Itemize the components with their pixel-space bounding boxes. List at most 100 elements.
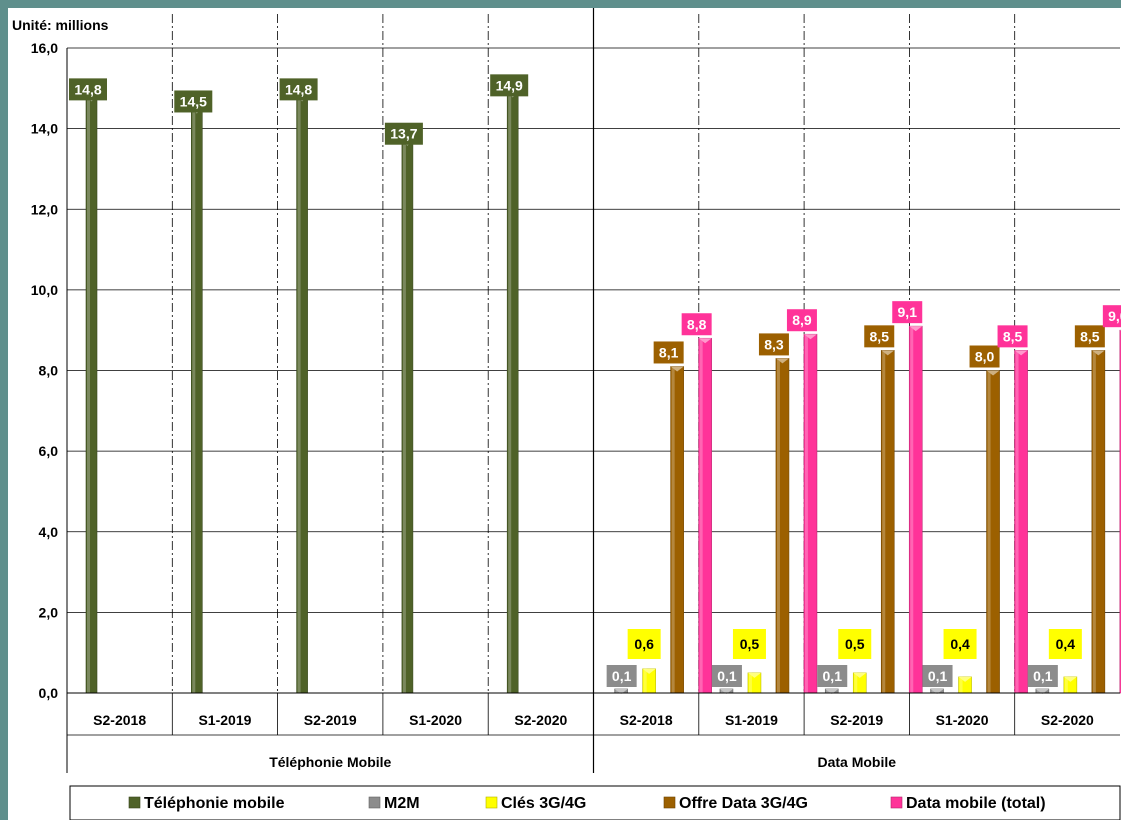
data-label-box bbox=[653, 341, 684, 364]
legend-label: Téléphonie mobile bbox=[144, 795, 285, 812]
group-label: Téléphonie Mobile bbox=[269, 754, 391, 770]
data-label: 14,8 bbox=[74, 81, 101, 97]
bar-highlight bbox=[910, 326, 914, 693]
data-label: 0,5 bbox=[845, 636, 865, 652]
x-tick-label: S1-2019 bbox=[198, 712, 251, 728]
legend-label: Clés 3G/4G bbox=[501, 795, 586, 812]
bar-bevel bbox=[719, 688, 733, 694]
x-tick-label: S1-2020 bbox=[936, 712, 989, 728]
data-label: 0,5 bbox=[740, 636, 760, 652]
bar-bevel bbox=[775, 358, 789, 364]
y-tick-label: 10,0 bbox=[31, 282, 58, 298]
bar-highlight bbox=[402, 140, 406, 693]
data-label: 8,5 bbox=[1080, 328, 1100, 344]
bar bbox=[1119, 329, 1121, 694]
bar-highlight bbox=[804, 334, 808, 693]
y-tick-label: 4,0 bbox=[39, 524, 59, 540]
data-label-box bbox=[1102, 305, 1121, 328]
bar-highlight bbox=[959, 676, 963, 693]
bar-bevel bbox=[1091, 350, 1105, 356]
bars bbox=[85, 92, 1121, 694]
bar-bevel bbox=[958, 676, 972, 682]
data-label: 13,7 bbox=[390, 126, 417, 142]
legend-swatch bbox=[368, 796, 381, 809]
data-label-box bbox=[786, 309, 817, 332]
data-label-box bbox=[384, 122, 423, 145]
bar-highlight bbox=[615, 688, 619, 693]
bar-bevel bbox=[1035, 688, 1049, 694]
x-tick-label: S2-2019 bbox=[830, 712, 883, 728]
x-tick-label: S1-2020 bbox=[409, 712, 462, 728]
data-label-box bbox=[627, 629, 661, 659]
bar-highlight bbox=[776, 358, 780, 693]
bar-bevel bbox=[1063, 676, 1077, 682]
group-label: Data Mobile bbox=[817, 754, 896, 770]
data-label-box bbox=[174, 90, 213, 113]
bar-bevel bbox=[670, 366, 684, 372]
bar-highlight bbox=[87, 96, 90, 693]
data-label: 8,9 bbox=[792, 312, 812, 328]
bar-highlight bbox=[1015, 350, 1019, 693]
bar-bevel bbox=[803, 334, 817, 340]
data-label: 8,3 bbox=[764, 336, 784, 352]
bar-highlight bbox=[508, 92, 512, 693]
y-tick-label: 12,0 bbox=[31, 201, 58, 217]
x-tick-label: S2-2018 bbox=[93, 712, 146, 728]
data-label: 0,1 bbox=[928, 668, 948, 684]
bar-bevel bbox=[986, 370, 1000, 376]
data-label-box bbox=[1027, 665, 1058, 687]
bar-highlight bbox=[643, 668, 647, 693]
bar-bevel bbox=[881, 350, 895, 356]
bar-highlight bbox=[826, 688, 830, 693]
legend-label: Data mobile (total) bbox=[906, 795, 1046, 812]
legend-label: Offre Data 3G/4G bbox=[679, 795, 808, 812]
legend-swatch bbox=[890, 796, 903, 809]
bar-highlight bbox=[748, 672, 752, 693]
legend: Téléphonie mobile M2M Clés 3G/4G Offre Data… bbox=[69, 785, 1121, 820]
x-tick-label: S2-2020 bbox=[514, 712, 567, 728]
bar-bevel bbox=[853, 672, 867, 678]
data-label: 0,4 bbox=[950, 636, 970, 652]
data-label-box bbox=[490, 74, 529, 97]
y-tick-label: 14,0 bbox=[31, 121, 58, 137]
data-label-box bbox=[279, 78, 318, 101]
data-label: 0,1 bbox=[612, 668, 632, 684]
bar-highlight bbox=[671, 366, 675, 693]
data-label: 14,9 bbox=[496, 77, 523, 93]
bar-highlight bbox=[1092, 350, 1096, 693]
y-tick-label: 16,0 bbox=[31, 40, 58, 56]
data-label: 8,5 bbox=[870, 328, 890, 344]
x-tick-label: S2-2019 bbox=[304, 712, 357, 728]
y-tick-label: 8,0 bbox=[39, 363, 59, 379]
data-label: 8,8 bbox=[687, 316, 707, 332]
data-label-box bbox=[864, 325, 895, 348]
data-label-box bbox=[969, 345, 1000, 368]
bar-bevel bbox=[614, 688, 628, 694]
data-label: 9,0 bbox=[1108, 308, 1121, 324]
x-tick-label: S1-2019 bbox=[725, 712, 778, 728]
unit-label: Unité: millions bbox=[12, 17, 109, 33]
bar-highlight bbox=[854, 672, 858, 693]
bar-highlight bbox=[1036, 688, 1040, 693]
data-label: 8,0 bbox=[975, 349, 995, 365]
data-label: 0,1 bbox=[823, 668, 843, 684]
data-label-box bbox=[1048, 629, 1082, 659]
y-tick-label: 6,0 bbox=[39, 443, 59, 459]
data-label: 8,1 bbox=[659, 344, 679, 360]
y-tick-label: 0,0 bbox=[39, 685, 59, 701]
data-label-box bbox=[817, 665, 848, 687]
data-label-box bbox=[1074, 325, 1105, 348]
bar-bevel bbox=[930, 688, 944, 694]
data-label: 14,8 bbox=[285, 81, 312, 97]
data-label-box bbox=[681, 313, 712, 336]
bar-highlight bbox=[720, 688, 724, 693]
data-label-box bbox=[943, 629, 977, 659]
bar-highlight bbox=[297, 96, 301, 693]
data-label-box bbox=[711, 665, 742, 687]
axes: 0,0 2,0 4,0 6,0 8,0 10,0 12,0 14,0 16,0 S2-2018 S1… bbox=[31, 8, 1120, 773]
bar-highlight bbox=[192, 108, 196, 693]
data-label-box bbox=[922, 665, 953, 687]
bar-highlight bbox=[882, 350, 886, 693]
y-tick-label: 2,0 bbox=[39, 604, 59, 620]
data-label-box bbox=[997, 325, 1028, 348]
